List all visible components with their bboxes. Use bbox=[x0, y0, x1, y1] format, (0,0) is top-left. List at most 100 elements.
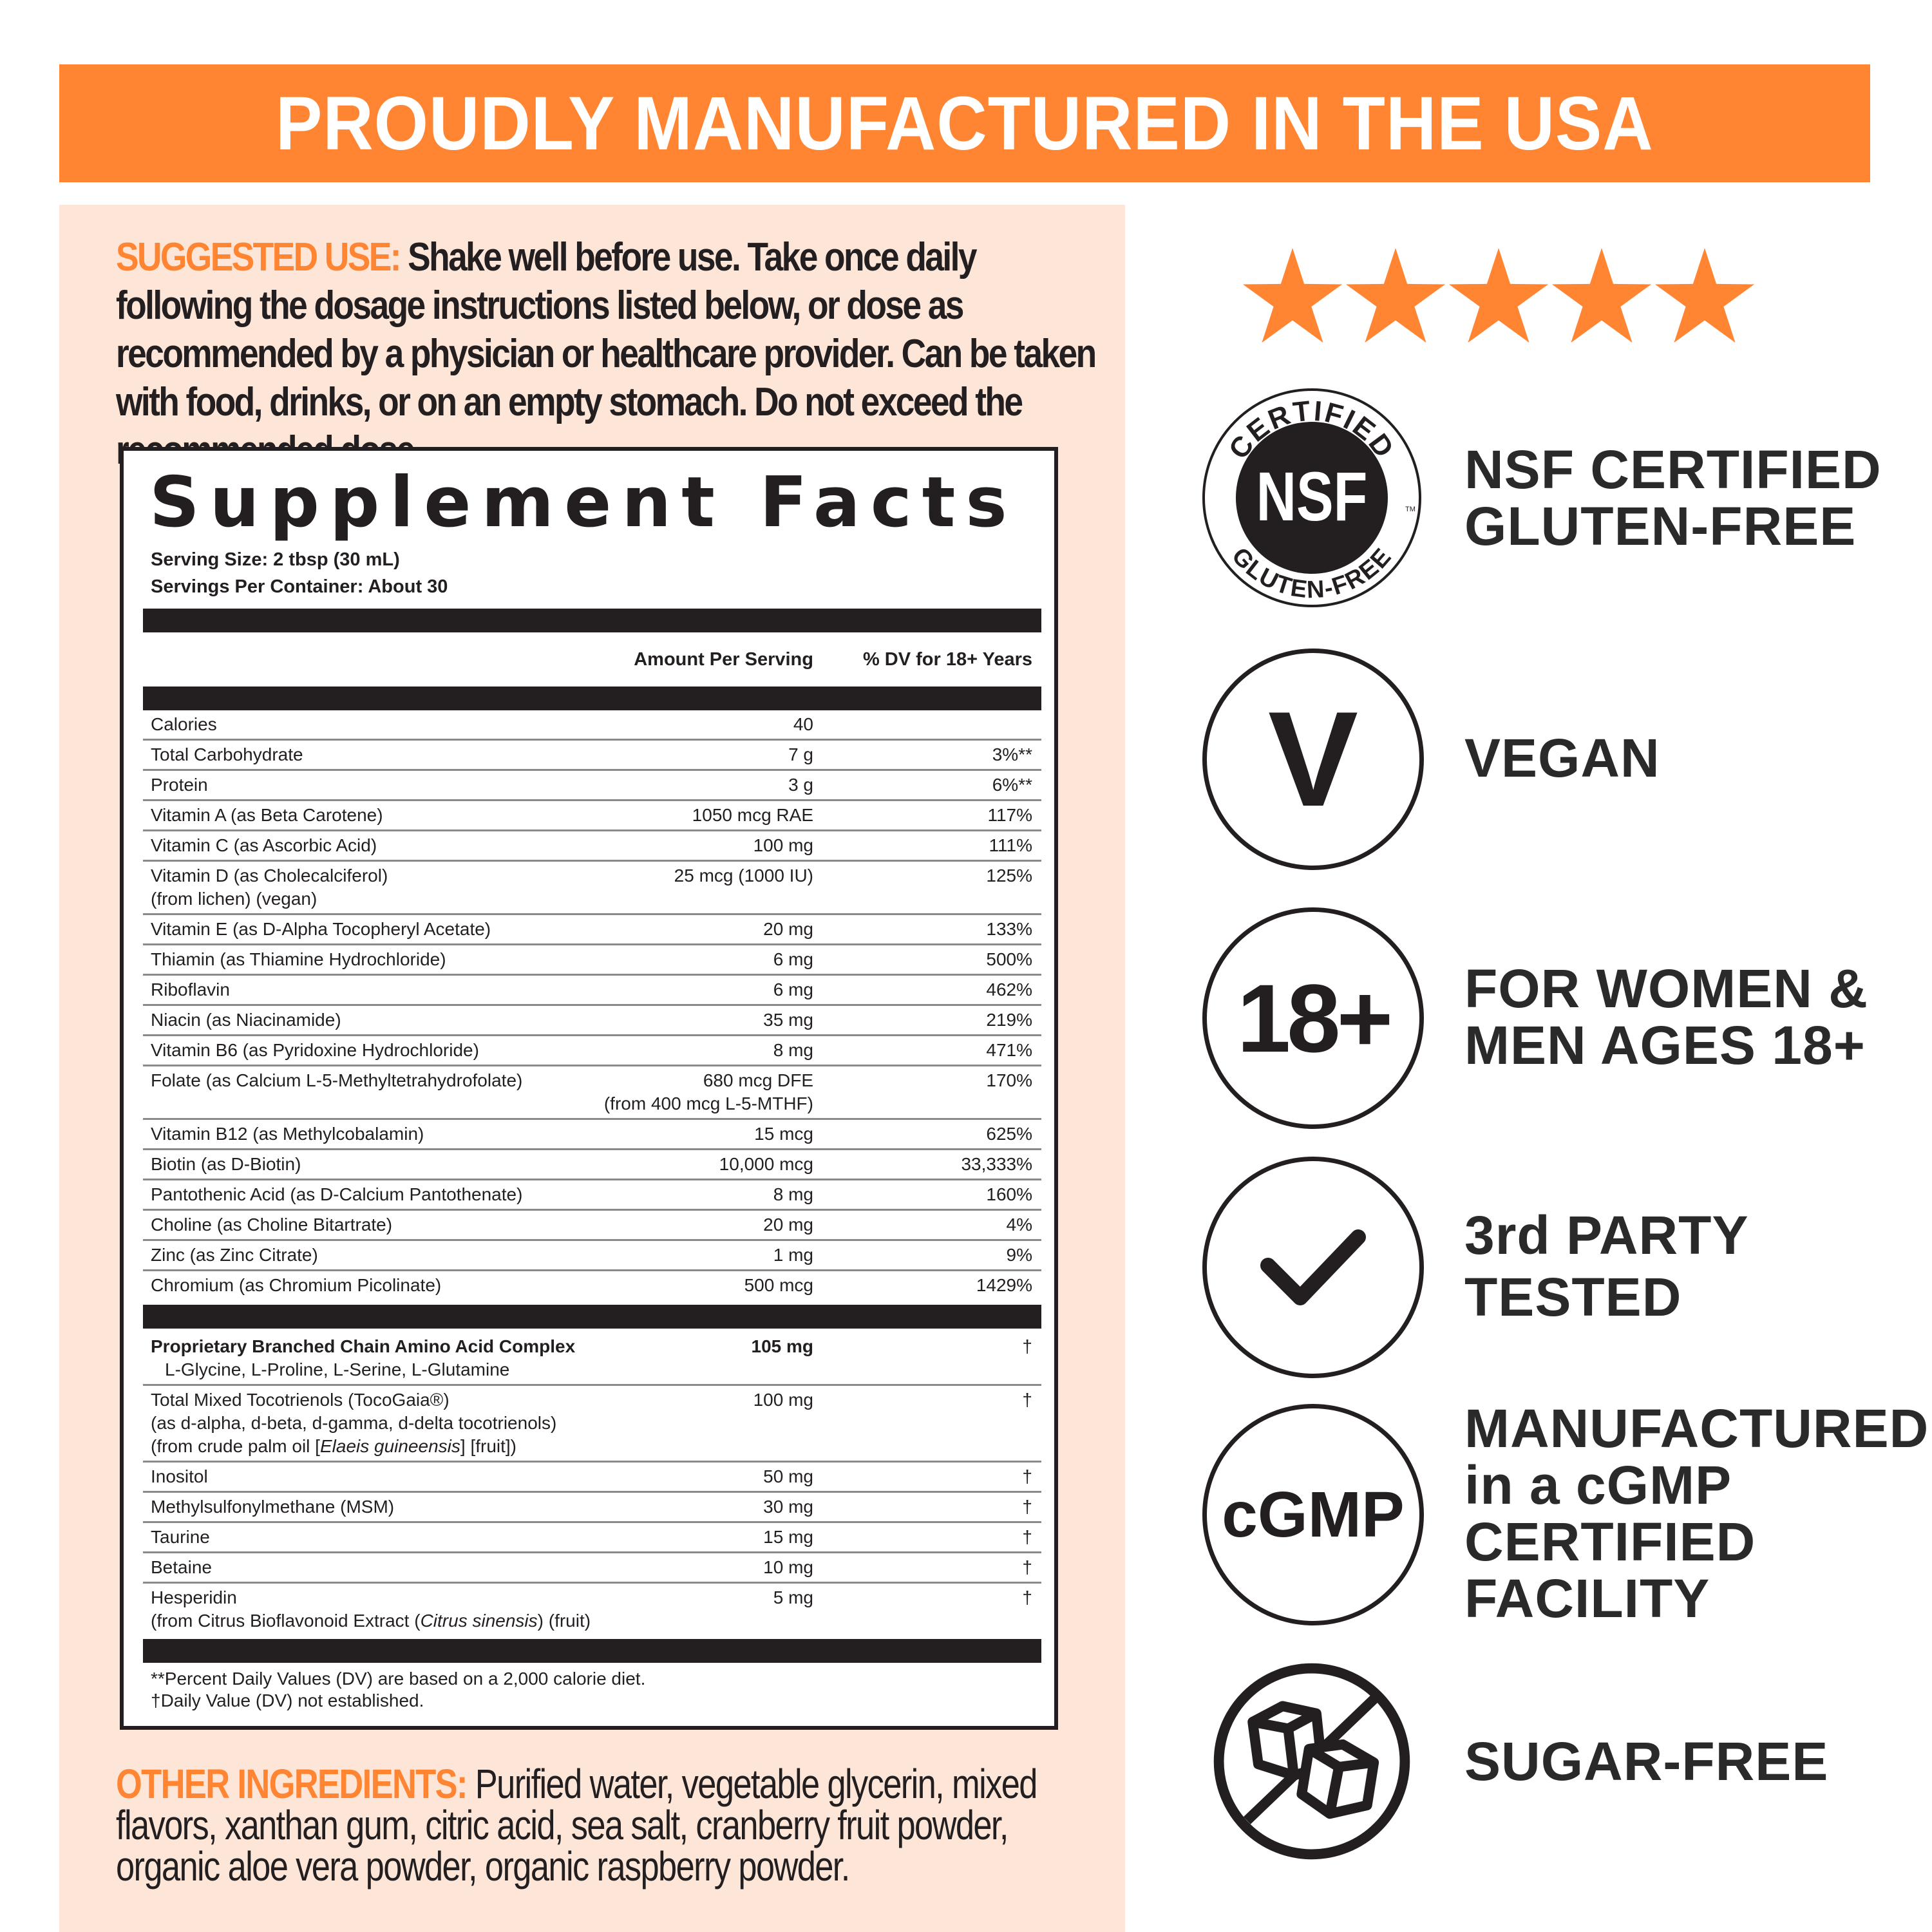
daily-value: 125% bbox=[986, 866, 1032, 886]
feature-label: SUGAR-FREE bbox=[1464, 1731, 1829, 1792]
nutrient-name: Choline (as Choline Bitartrate) bbox=[151, 1215, 393, 1235]
table-row: Hesperidin (from Citrus Bioflavonoid Extr… bbox=[143, 1584, 1041, 1635]
facts-table: Amount Per Serving % DV for 18+ Years Ca… bbox=[143, 451, 1041, 1718]
amount-per-serving: 100 mg bbox=[753, 1390, 813, 1410]
badge-center-text: NSF bbox=[1256, 457, 1368, 535]
facts-title: Supplement Facts bbox=[149, 462, 1018, 543]
table-row: Thiamin (as Thiamine Hydrochloride) 6 mg 5… bbox=[143, 945, 1041, 976]
amount-per-serving: 5 mg bbox=[773, 1587, 813, 1607]
daily-value: 111% bbox=[989, 835, 1032, 855]
table-row: Vitamin C (as Ascorbic Acid) 100 mg 111% bbox=[143, 831, 1041, 862]
nutrient-name: Total Mixed Tocotrienols (TocoGaia®) (as … bbox=[151, 1390, 557, 1456]
star-icon bbox=[1346, 248, 1445, 343]
daily-value: 625% bbox=[986, 1124, 1032, 1144]
daily-value: 462% bbox=[986, 980, 1032, 999]
feature-age: 18+ FOR WOMEN & MEN AGES 18+ bbox=[1199, 904, 1908, 1130]
table-row: Vitamin E (as D-Alpha Tocopheryl Acetate… bbox=[143, 915, 1041, 945]
amount-per-serving: 25 mcg (1000 IU) bbox=[674, 866, 813, 886]
amount-per-serving: 500 mcg bbox=[744, 1275, 813, 1295]
table-row: Choline (as Choline Bitartrate) 20 mg 4% bbox=[143, 1211, 1041, 1241]
table-row: Vitamin B12 (as Methylcobalamin) 15 mcg 62… bbox=[143, 1120, 1041, 1150]
thick-divider bbox=[143, 687, 1041, 710]
feature-sugar-free: SUGAR-FREE bbox=[1199, 1649, 1908, 1874]
feature-third-party-tested: 3rd PARTY TESTED bbox=[1199, 1153, 1908, 1379]
table-row: Taurine 15 mg † bbox=[143, 1523, 1041, 1553]
amount-per-serving: 100 mg bbox=[753, 835, 813, 855]
suggested-use-label: SUGGESTED USE: bbox=[116, 235, 401, 279]
star-icon bbox=[1449, 248, 1548, 343]
amount-per-serving: 6 mg bbox=[773, 949, 813, 969]
star-icon bbox=[1655, 248, 1754, 343]
nutrient-name: Pantothenic Acid (as D-Calcium Pantothen… bbox=[151, 1184, 523, 1204]
nutrient-name: Zinc (as Zinc Citrate) bbox=[151, 1245, 318, 1265]
daily-value: † bbox=[1022, 1587, 1032, 1607]
servings-per-container: Servings Per Container: About 30 bbox=[151, 576, 448, 597]
amount-per-serving: 10,000 mcg bbox=[719, 1154, 813, 1174]
footnotes: **Percent Daily Values (DV) are based on… bbox=[143, 1663, 1041, 1712]
nutrient-name: Betaine bbox=[151, 1557, 212, 1577]
feature-cgmp: cGMP MANUFACTURED in a cGMP CERTIFIED FACIL… bbox=[1199, 1400, 1928, 1627]
daily-value: † bbox=[1022, 1557, 1032, 1577]
table-row: Total Carbohydrate 7 g 3%** bbox=[143, 741, 1041, 771]
col-amount-header: Amount Per Serving bbox=[634, 649, 813, 670]
daily-value: 3%** bbox=[992, 744, 1032, 764]
table-row: Niacin (as Niacinamide) 35 mg 219% bbox=[143, 1006, 1041, 1036]
serving-info: Serving Size: 2 tbsp (30 mL) Servings Pe… bbox=[151, 546, 448, 600]
amount-per-serving: 15 mg bbox=[763, 1527, 813, 1547]
daily-value: 9% bbox=[1006, 1245, 1032, 1265]
daily-value: 33,333% bbox=[961, 1154, 1032, 1174]
serving-size: Serving Size: 2 tbsp (30 mL) bbox=[151, 549, 400, 570]
feature-label: VEGAN bbox=[1464, 728, 1660, 788]
daily-value: 6%** bbox=[992, 775, 1032, 795]
star-icon bbox=[1552, 248, 1651, 343]
other-ingredients: OTHER INGREDIENTS: Purified water, veget… bbox=[116, 1763, 1077, 1887]
nutrient-name: Vitamin B6 (as Pyridoxine Hydrochloride) bbox=[151, 1040, 479, 1060]
nutrient-rows: Calories 40 Total Carbohydrate 7 g 3%** Prote… bbox=[143, 710, 1041, 1300]
daily-value: 117% bbox=[987, 805, 1032, 825]
daily-value: 4% bbox=[1006, 1215, 1032, 1235]
nutrient-name: Thiamin (as Thiamine Hydrochloride) bbox=[151, 949, 446, 969]
footnote-dagger: †Daily Value (DV) not established. bbox=[151, 1690, 424, 1710]
daily-value: 471% bbox=[986, 1040, 1032, 1060]
amount-per-serving: 20 mg bbox=[763, 1215, 813, 1235]
thick-divider bbox=[143, 1305, 1041, 1329]
amount-per-serving: 8 mg bbox=[773, 1040, 813, 1060]
amount-per-serving: 1 mg bbox=[773, 1245, 813, 1265]
table-row: Methylsulfonylmethane (MSM) 30 mg † bbox=[143, 1493, 1041, 1523]
daily-value: 170% bbox=[986, 1070, 1032, 1090]
table-row: Vitamin B6 (as Pyridoxine Hydrochloride)… bbox=[143, 1036, 1041, 1066]
daily-value: 133% bbox=[986, 919, 1032, 939]
nutrient-name: Riboflavin bbox=[151, 980, 230, 999]
other-ingredients-text: Purified water, vegetable glycerin, mixe… bbox=[116, 1761, 1037, 1889]
table-row: Protein 3 g 6%** bbox=[143, 771, 1041, 801]
banner-text: PROUDLY MANUFACTURED IN THE USA bbox=[276, 80, 1654, 166]
daily-value: † bbox=[1022, 1497, 1032, 1517]
feature-nsf-gluten-free: CERTIFIED GLUTEN-FREE NSF TM NSF CERTIFI… bbox=[1199, 385, 1908, 611]
nutrient-name: Vitamin E (as D-Alpha Tocopheryl Acetate… bbox=[151, 919, 491, 939]
star-rating bbox=[1243, 248, 1754, 343]
no-sugar-icon bbox=[1199, 1649, 1425, 1874]
daily-value: † bbox=[1022, 1527, 1032, 1547]
badge-tm: TM bbox=[1405, 506, 1416, 513]
ingredient-rows: Proprietary Branched Chain Amino Acid Co… bbox=[143, 1329, 1041, 1635]
amount-per-serving: 6 mg bbox=[773, 980, 813, 999]
thick-divider bbox=[143, 609, 1041, 632]
amount-per-serving: 8 mg bbox=[773, 1184, 813, 1204]
table-row: Vitamin A (as Beta Carotene) 1050 mcg RAE… bbox=[143, 801, 1041, 831]
daily-value: 1429% bbox=[976, 1275, 1032, 1295]
cgmp-icon: cGMP bbox=[1199, 1401, 1425, 1626]
nutrient-name: Chromium (as Chromium Picolinate) bbox=[151, 1275, 442, 1295]
table-row: Total Mixed Tocotrienols (TocoGaia®) (as … bbox=[143, 1386, 1041, 1463]
nutrient-name: Hesperidin (from Citrus Bioflavonoid Extr… bbox=[151, 1587, 591, 1631]
supplement-facts-panel: Supplement Facts Serving Size: 2 tbsp (3… bbox=[120, 447, 1058, 1730]
daily-value: † bbox=[1022, 1466, 1032, 1486]
feature-vegan: V VEGAN bbox=[1199, 645, 1908, 871]
amount-per-serving: 20 mg bbox=[763, 919, 813, 939]
daily-value bbox=[813, 713, 1036, 736]
amount-per-serving: 105 mg bbox=[751, 1336, 814, 1356]
feature-label: NSF CERTIFIED GLUTEN-FREE bbox=[1464, 439, 1882, 556]
thick-divider bbox=[143, 1639, 1041, 1663]
nutrient-name: Calories bbox=[151, 714, 217, 734]
nutrient-name: Biotin (as D-Biotin) bbox=[151, 1154, 301, 1174]
nutrient-name: Protein bbox=[151, 775, 208, 795]
